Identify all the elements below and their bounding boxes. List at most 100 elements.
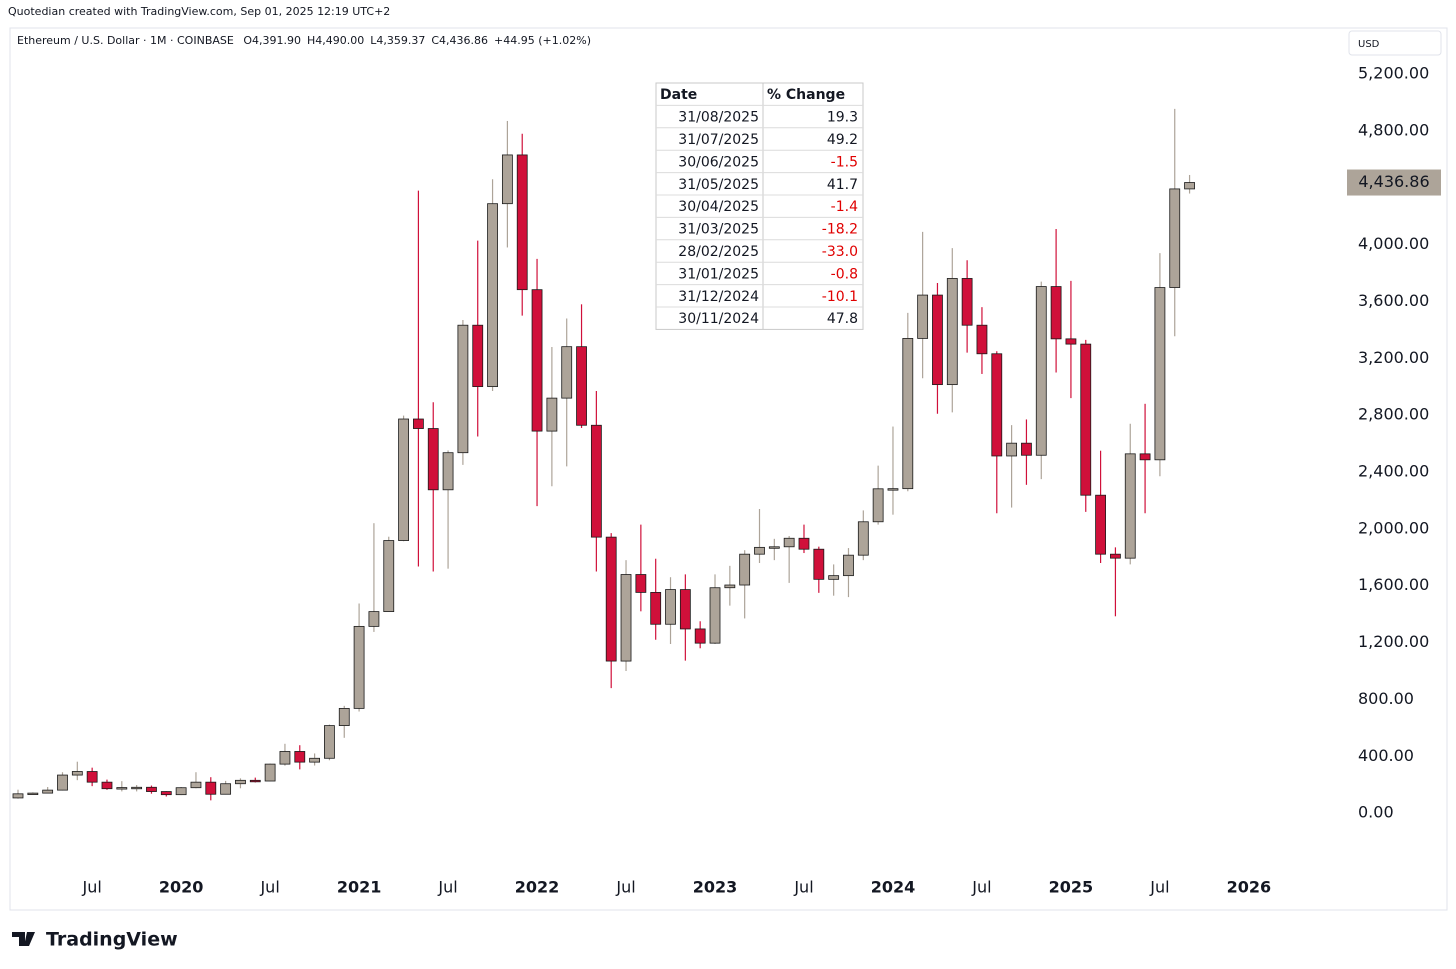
y-tick-label: 2,400.00 xyxy=(1358,462,1429,481)
x-tick-label: Jul xyxy=(1149,878,1169,897)
candle-body xyxy=(501,154,513,205)
last-price-tag xyxy=(1347,169,1441,196)
candle-body xyxy=(694,628,706,644)
candle-body xyxy=(368,611,380,627)
table-change: 41.7 xyxy=(827,177,858,193)
candle-body xyxy=(768,546,780,549)
y-tick-label: 4,800.00 xyxy=(1358,120,1429,139)
ohlc-value: C4,436.86 xyxy=(431,34,488,47)
candle-body xyxy=(383,540,395,613)
x-tick-label: 2024 xyxy=(871,878,916,897)
table-date: 30/06/2025 xyxy=(678,154,759,170)
candle-body xyxy=(442,452,454,491)
table-change: -10.1 xyxy=(822,289,858,305)
candle-body xyxy=(754,546,765,555)
table-date: 31/07/2025 xyxy=(678,132,759,148)
x-tick-label: Jul xyxy=(437,878,457,897)
candle-body xyxy=(264,763,276,782)
candle-body xyxy=(1184,182,1195,190)
y-tick-label: 400.00 xyxy=(1358,746,1414,765)
brand-logo: TradingView xyxy=(12,929,178,951)
x-tick-label: 2025 xyxy=(1049,878,1094,897)
candle-body xyxy=(131,786,143,790)
y-tick-label: 1,200.00 xyxy=(1358,632,1429,651)
candle-body xyxy=(665,589,676,625)
y-tick-label: 3,600.00 xyxy=(1358,291,1429,310)
candle-body xyxy=(1035,286,1047,456)
ohlc-value: O4,391.90 xyxy=(243,34,301,47)
y-unit: USD xyxy=(1358,39,1380,50)
candle-body xyxy=(427,428,439,491)
candle-body xyxy=(516,154,528,291)
candle-body xyxy=(991,353,1003,457)
candle-body xyxy=(679,589,691,630)
candle-body xyxy=(1124,453,1136,559)
candle-body xyxy=(205,781,217,795)
y-tick-label: 0.00 xyxy=(1358,803,1394,822)
candle-body xyxy=(353,625,365,709)
candle-body xyxy=(294,751,306,763)
candle-body xyxy=(175,787,187,796)
x-tick-label: 2022 xyxy=(515,878,560,897)
table-change: -1.5 xyxy=(831,154,858,170)
x-tick-label: 2026 xyxy=(1227,878,1272,897)
candle-body xyxy=(1169,188,1181,288)
table-change: -1.4 xyxy=(831,199,858,215)
change-table: Date % Change 31/08/2025 19.3 31/07/2025 49.2… xyxy=(655,82,864,330)
candle-body xyxy=(279,751,291,765)
table-header: % Change xyxy=(767,87,845,103)
table-date: 31/12/2024 xyxy=(678,289,759,305)
brand-name: TradingView xyxy=(46,929,178,951)
x-tick-label: Jul xyxy=(259,878,279,897)
candle-body xyxy=(813,548,825,580)
table-change: -33.0 xyxy=(822,244,858,260)
credit: Quotedian created with TradingView.com, … xyxy=(8,5,390,18)
candle-body xyxy=(324,725,335,759)
candles xyxy=(12,108,1195,801)
x-tick-label: Jul xyxy=(793,878,813,897)
candle-body xyxy=(101,781,113,790)
candle-body xyxy=(472,324,484,388)
candle-body xyxy=(1139,453,1151,461)
table-change: -0.8 xyxy=(831,266,858,282)
candle-body xyxy=(857,521,869,556)
candle-body xyxy=(709,587,721,644)
table-date: 31/03/2025 xyxy=(678,222,759,238)
candle-body xyxy=(946,278,958,386)
candle-body xyxy=(590,424,602,538)
candle-body xyxy=(146,786,157,792)
x-tick-label: 2021 xyxy=(337,878,382,897)
table-date: 31/08/2025 xyxy=(678,110,759,126)
candle-body xyxy=(635,574,647,593)
candle-body xyxy=(398,418,409,541)
candle-body xyxy=(1110,553,1121,559)
last-price-label: 4,436.86 xyxy=(1358,172,1429,191)
table-change: 19.3 xyxy=(827,110,858,126)
candle-body xyxy=(413,418,424,429)
table-change: 49.2 xyxy=(827,132,858,148)
candle-body xyxy=(12,793,24,799)
candle-body xyxy=(843,554,854,577)
candle-body xyxy=(309,757,321,763)
table-date: 30/04/2025 xyxy=(678,199,759,215)
logo-dot xyxy=(27,932,33,938)
candle-body xyxy=(116,787,128,790)
y-tick-label: 1,600.00 xyxy=(1358,575,1429,594)
table-date: 30/11/2024 xyxy=(678,311,759,327)
x-tick-label: 2023 xyxy=(693,878,738,897)
candle-body xyxy=(1050,286,1062,340)
candle-body xyxy=(220,783,232,795)
y-tick-label: 3,200.00 xyxy=(1358,348,1429,367)
candle-body xyxy=(650,592,662,625)
candle-body xyxy=(546,397,558,432)
candle-body xyxy=(1154,287,1166,461)
table-date: 31/01/2025 xyxy=(678,266,759,282)
candle-body xyxy=(783,537,795,548)
candle-body xyxy=(338,707,350,726)
candle-body xyxy=(160,791,172,796)
candle-body xyxy=(561,346,573,399)
candle-body xyxy=(57,774,68,791)
candle-body xyxy=(27,792,39,796)
y-tick-label: 2,000.00 xyxy=(1358,518,1429,537)
